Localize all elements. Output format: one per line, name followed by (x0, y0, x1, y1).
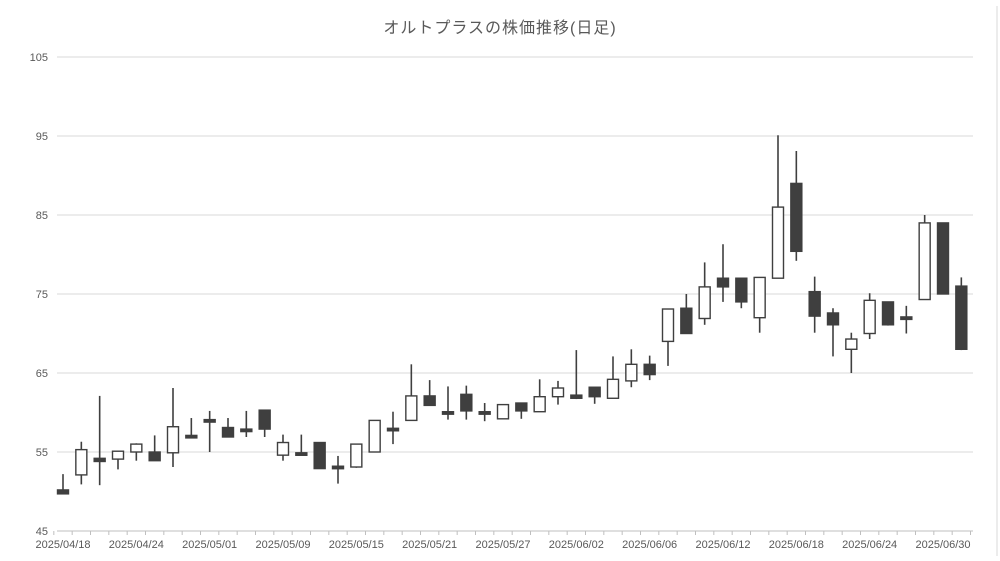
candlestick-up (753, 276, 766, 319)
candlestick-up (350, 443, 363, 468)
y-axis-tick-label: 95 (36, 131, 48, 143)
x-axis-tick-label: 2025/05/09 (255, 539, 310, 551)
x-axis-tick-label: 2025/06/06 (622, 539, 677, 551)
candlestick-down (423, 395, 436, 407)
candlestick-down (240, 428, 253, 433)
candlestick-down (441, 411, 455, 415)
candlestick-down (680, 307, 693, 335)
candlestick-up (551, 387, 565, 398)
candlestick-down (570, 394, 583, 399)
x-axis-tick-label: 2025/06/12 (695, 539, 750, 551)
candlestick-down (790, 182, 803, 253)
candlestick-down (900, 316, 913, 321)
candlestick-down (643, 363, 656, 376)
x-axis-tick-label: 2025/06/30 (915, 539, 970, 551)
x-axis-tick-label: 2025/04/18 (35, 539, 90, 551)
candlestick-up (276, 441, 290, 456)
candlestick-down (93, 457, 106, 463)
x-axis-tick-label: 2025/04/24 (109, 539, 164, 551)
candlestick-down (826, 312, 840, 326)
candlestick-up (845, 338, 858, 350)
y-axis-tick-label: 85 (36, 210, 48, 222)
candlestick-down (203, 418, 216, 423)
candlestick-up (698, 286, 711, 320)
candlestick-up (918, 222, 931, 301)
x-axis-tick-label: 2025/05/21 (402, 539, 457, 551)
chart-title: オルトプラスの株価推移(日足) (383, 20, 617, 37)
candlestick-down (185, 434, 198, 439)
candlestick-up (75, 448, 88, 476)
candlestick-up (111, 450, 125, 460)
x-axis-tick-label: 2025/05/15 (329, 539, 384, 551)
candlestick-down (386, 427, 400, 432)
candlestick-down (936, 222, 950, 295)
candlestick-down (295, 452, 308, 456)
candlestick-down (221, 426, 235, 438)
candlestick-down (258, 409, 271, 430)
y-axis-tick-label: 75 (36, 289, 48, 301)
candlestick-up (130, 443, 143, 453)
y-axis-tick-label: 105 (30, 52, 48, 64)
candlestick-down (955, 285, 968, 351)
x-axis-tick-label: 2025/05/27 (475, 539, 530, 551)
candlestick-down (735, 277, 748, 303)
candlestick-down (515, 402, 528, 412)
y-axis-tick-label: 45 (36, 526, 48, 538)
candlestick-down (148, 451, 161, 462)
candlestick-down (313, 441, 326, 470)
candlestick-up (771, 206, 785, 279)
candlestick-down (331, 465, 345, 470)
x-axis-tick-label: 2025/06/24 (842, 539, 897, 551)
candlestick-down (478, 411, 491, 415)
candlestick-up (661, 308, 675, 343)
candlestick-up (368, 419, 381, 453)
y-axis-tick-label: 55 (36, 447, 48, 459)
candlestick-down (808, 290, 821, 317)
y-axis-tick-label: 65 (36, 368, 48, 380)
x-axis-tick-label: 2025/05/01 (182, 539, 237, 551)
candlestick-up (533, 396, 546, 413)
candlestick-down (716, 277, 730, 288)
candlestick-down (56, 489, 70, 495)
candlestick-up (863, 299, 876, 335)
candlestick-up (405, 395, 418, 422)
candlestick-up (496, 403, 510, 420)
candlestick-down (460, 393, 473, 412)
candlestick-up (166, 426, 180, 454)
candlestick-down (588, 386, 601, 398)
candlestick-up (606, 378, 620, 399)
candlestick-up (625, 363, 638, 382)
x-axis-tick-label: 2025/06/02 (549, 539, 604, 551)
x-axis-tick-label: 2025/06/18 (769, 539, 824, 551)
candlestick-down (881, 301, 895, 326)
